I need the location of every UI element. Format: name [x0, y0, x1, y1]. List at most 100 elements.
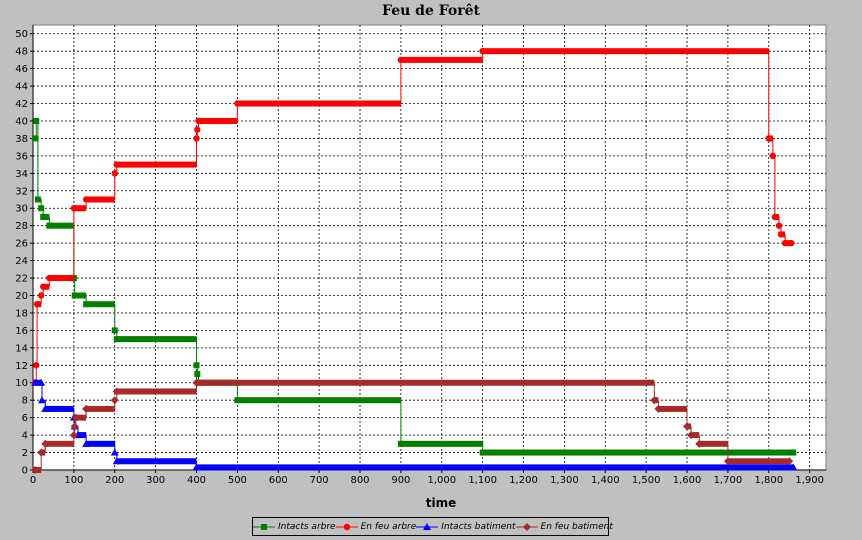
data-point-en-feu-arbre	[37, 292, 45, 299]
y-tick-label: 8	[22, 396, 28, 407]
series-band-en-feu-arbre	[237, 100, 401, 107]
chart-title: Feu de Forêt	[382, 3, 480, 19]
x-tick-label: 300	[146, 475, 165, 486]
y-tick-label: 32	[15, 186, 28, 197]
x-tick-label: 1,000	[427, 475, 456, 486]
series-band-en-feu-batiment	[654, 397, 659, 404]
series-band-intacts-arbre	[116, 336, 197, 343]
data-point-intacts-arbre	[111, 327, 118, 334]
y-tick-label: 30	[15, 204, 28, 215]
series-band-intacts-batiment	[77, 432, 87, 439]
x-tick-label: 1,100	[468, 475, 497, 486]
series-en-feu-arbre	[31, 47, 795, 386]
x-tick-label: 100	[64, 475, 83, 486]
x-tick-label: 1,800	[754, 475, 783, 486]
legend-item-en-feu-arbre: En feu arbre	[335, 521, 417, 532]
x-tick-label: 900	[391, 475, 410, 486]
x-tick-label: 0	[30, 475, 36, 486]
y-tick-label: 12	[15, 361, 28, 372]
data-point-en-feu-batiment	[110, 396, 119, 405]
series-band-intacts-arbre	[43, 213, 50, 220]
series-band-intacts-arbre	[400, 440, 483, 447]
series-en-feu-batiment	[31, 378, 794, 474]
series-band-en-feu-arbre	[198, 117, 238, 124]
series-band-intacts-arbre	[86, 301, 115, 308]
series-band-en-feu-batiment	[727, 458, 790, 465]
y-tick-label: 18	[15, 308, 28, 319]
data-point-intacts-arbre	[32, 135, 39, 142]
legend-marker	[261, 523, 267, 530]
series-layer	[31, 47, 798, 474]
legend-label: En feu batiment	[540, 521, 613, 532]
series-band-en-feu-batiment	[658, 405, 688, 412]
data-point-en-feu-arbre	[194, 126, 201, 133]
series-band-en-feu-batiment	[687, 423, 692, 430]
data-point-en-feu-batiment	[69, 431, 78, 440]
x-tick-label: 1,500	[632, 475, 661, 486]
y-tick-label: 20	[15, 291, 28, 302]
data-point-intacts-arbre	[38, 205, 45, 212]
series-band-intacts-arbre	[49, 222, 74, 229]
data-point-en-feu-batiment	[70, 422, 79, 431]
x-tick-label: 700	[310, 475, 329, 486]
series-band-en-feu-batiment	[699, 440, 728, 447]
x-tick-label: 500	[228, 475, 247, 486]
data-point-intacts-arbre	[33, 117, 40, 124]
data-point-en-feu-batiment	[785, 457, 794, 466]
diamond-marker-icon	[515, 522, 538, 531]
y-tick-label: 42	[15, 99, 28, 110]
series-band-intacts-batiment	[116, 458, 197, 465]
data-point-intacts-batiment	[110, 448, 119, 456]
y-tick-label: 44	[15, 82, 28, 93]
y-tick-label: 40	[15, 116, 28, 127]
series-band-en-feu-batiment	[75, 414, 87, 421]
plot-area	[32, 24, 827, 471]
y-tick-label: 14	[15, 343, 28, 354]
x-tick-label: 1,400	[591, 475, 620, 486]
series-band-en-feu-arbre	[768, 135, 773, 142]
x-tick-label: 800	[350, 475, 369, 486]
series-band-en-feu-arbre	[774, 213, 779, 220]
circle-marker-icon	[335, 523, 358, 530]
series-band-en-feu-arbre	[116, 161, 197, 168]
series-band-en-feu-arbre	[400, 56, 483, 63]
x-tick-label: 1,200	[509, 475, 538, 486]
y-tick-label: 38	[15, 134, 28, 145]
series-band-intacts-arbre	[237, 397, 401, 404]
legend-marker	[522, 522, 531, 531]
legend-marker	[343, 523, 350, 530]
data-point-intacts-arbre	[194, 371, 201, 378]
y-tick-label: 4	[22, 431, 28, 442]
legend-label: En feu arbre	[360, 521, 417, 532]
x-tick-label: 200	[105, 475, 124, 486]
series-band-en-feu-arbre	[482, 48, 769, 55]
series-band-en-feu-arbre	[43, 283, 50, 290]
x-tick-label: 1,900	[795, 475, 824, 486]
series-band-en-feu-batiment	[691, 432, 700, 439]
legend-item-intacts-batiment: Intacts batiment	[416, 522, 516, 532]
y-tick-label: 50	[15, 29, 28, 40]
y-tick-label: 22	[15, 274, 28, 285]
legend-item-intacts-arbre: Intacts arbre	[253, 522, 336, 532]
legend-label: Intacts arbre	[278, 521, 336, 532]
series-band-en-feu-arbre	[86, 196, 115, 203]
series-band-en-feu-arbre	[49, 275, 74, 282]
data-point-intacts-arbre	[790, 449, 797, 456]
y-tick-label: 0	[22, 466, 28, 477]
y-tick-label: 34	[15, 169, 28, 180]
data-point-en-feu-arbre	[769, 152, 777, 160]
data-point-en-feu-arbre	[33, 362, 40, 369]
series-band-en-feu-batiment	[45, 440, 74, 447]
series-band-en-feu-arbre	[781, 231, 786, 238]
y-tick-label: 46	[15, 64, 28, 75]
y-tick-label: 24	[15, 256, 28, 267]
data-point-en-feu-arbre	[111, 170, 118, 177]
legend-item-en-feu-batiment: En feu batiment	[515, 521, 613, 532]
legend-marker	[423, 522, 432, 530]
series-band-en-feu-batiment	[116, 388, 197, 395]
series-band-intacts-batiment	[196, 464, 794, 471]
grid	[32, 24, 827, 471]
series-band-en-feu-arbre	[37, 301, 42, 308]
y-tick-label: 6	[22, 413, 28, 424]
triangle-marker-icon	[416, 522, 439, 530]
